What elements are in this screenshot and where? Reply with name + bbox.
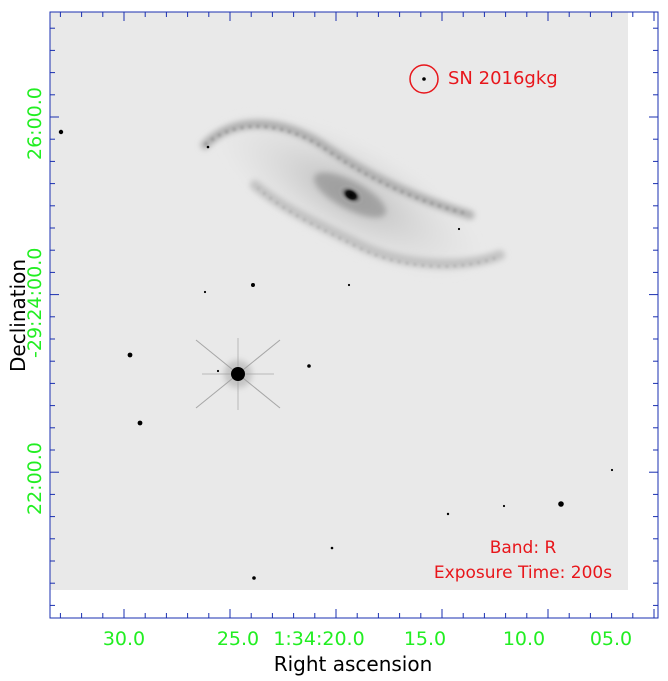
ra-tick-label: 05.0 [589,628,633,650]
bright-star [195,338,281,410]
axis-frame [49,11,659,619]
dec-tick-label: 26:00.0 [24,87,46,160]
ra-tick-label: 25.0 [216,628,260,650]
ra-tick-label: 30.0 [102,628,146,650]
exposure-label: Exposure Time: 200s [433,563,613,583]
ra-tick-label: 15.0 [403,628,447,650]
spiral-galaxy [200,109,505,281]
field-stars [58,129,614,580]
supernova-label: SN 2016gkg [448,68,558,89]
sky-image [50,12,628,590]
x-axis-title: Right ascension [273,652,433,676]
axis-tick-marks [50,12,658,618]
image-blank-bottom [50,590,658,618]
supernova-marker [409,64,439,94]
image-blank-strip [628,12,658,618]
band-label: Band: R [489,538,557,558]
ra-tick-label: 10.0 [502,628,546,650]
dec-tick-label: 22:00.0 [24,442,46,515]
y-axis-title: Declination [6,258,30,372]
ra-tick-label: 1:34:20.0 [273,628,365,650]
